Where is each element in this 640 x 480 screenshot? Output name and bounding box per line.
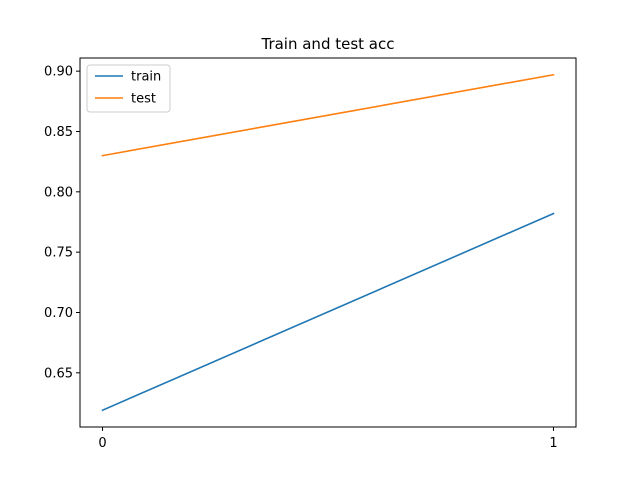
x-tick-label: 0 — [98, 436, 106, 451]
y-tick-label: 0.75 — [44, 246, 73, 261]
y-tick-label: 0.80 — [44, 185, 73, 200]
legend: train test — [86, 64, 171, 113]
series-lines — [101, 73, 555, 412]
series-line-train — [101, 212, 555, 412]
plot-area — [80, 58, 576, 427]
y-tick-label: 0.85 — [44, 125, 73, 140]
chart-title: Train and test acc — [260, 35, 394, 53]
plot-frame — [79, 57, 577, 428]
legend-label-test: test — [131, 92, 156, 107]
y-tick-label: 0.65 — [44, 366, 73, 381]
y-tick-label: 0.70 — [44, 306, 73, 321]
legend-label-train: train — [131, 70, 161, 85]
x-tick-label: 1 — [549, 436, 557, 451]
series-line-test — [101, 73, 555, 157]
y-tick-label: 0.90 — [44, 65, 73, 80]
y-axis-ticks: 0.65 0.70 0.75 0.80 0.85 0.90 — [44, 65, 80, 381]
